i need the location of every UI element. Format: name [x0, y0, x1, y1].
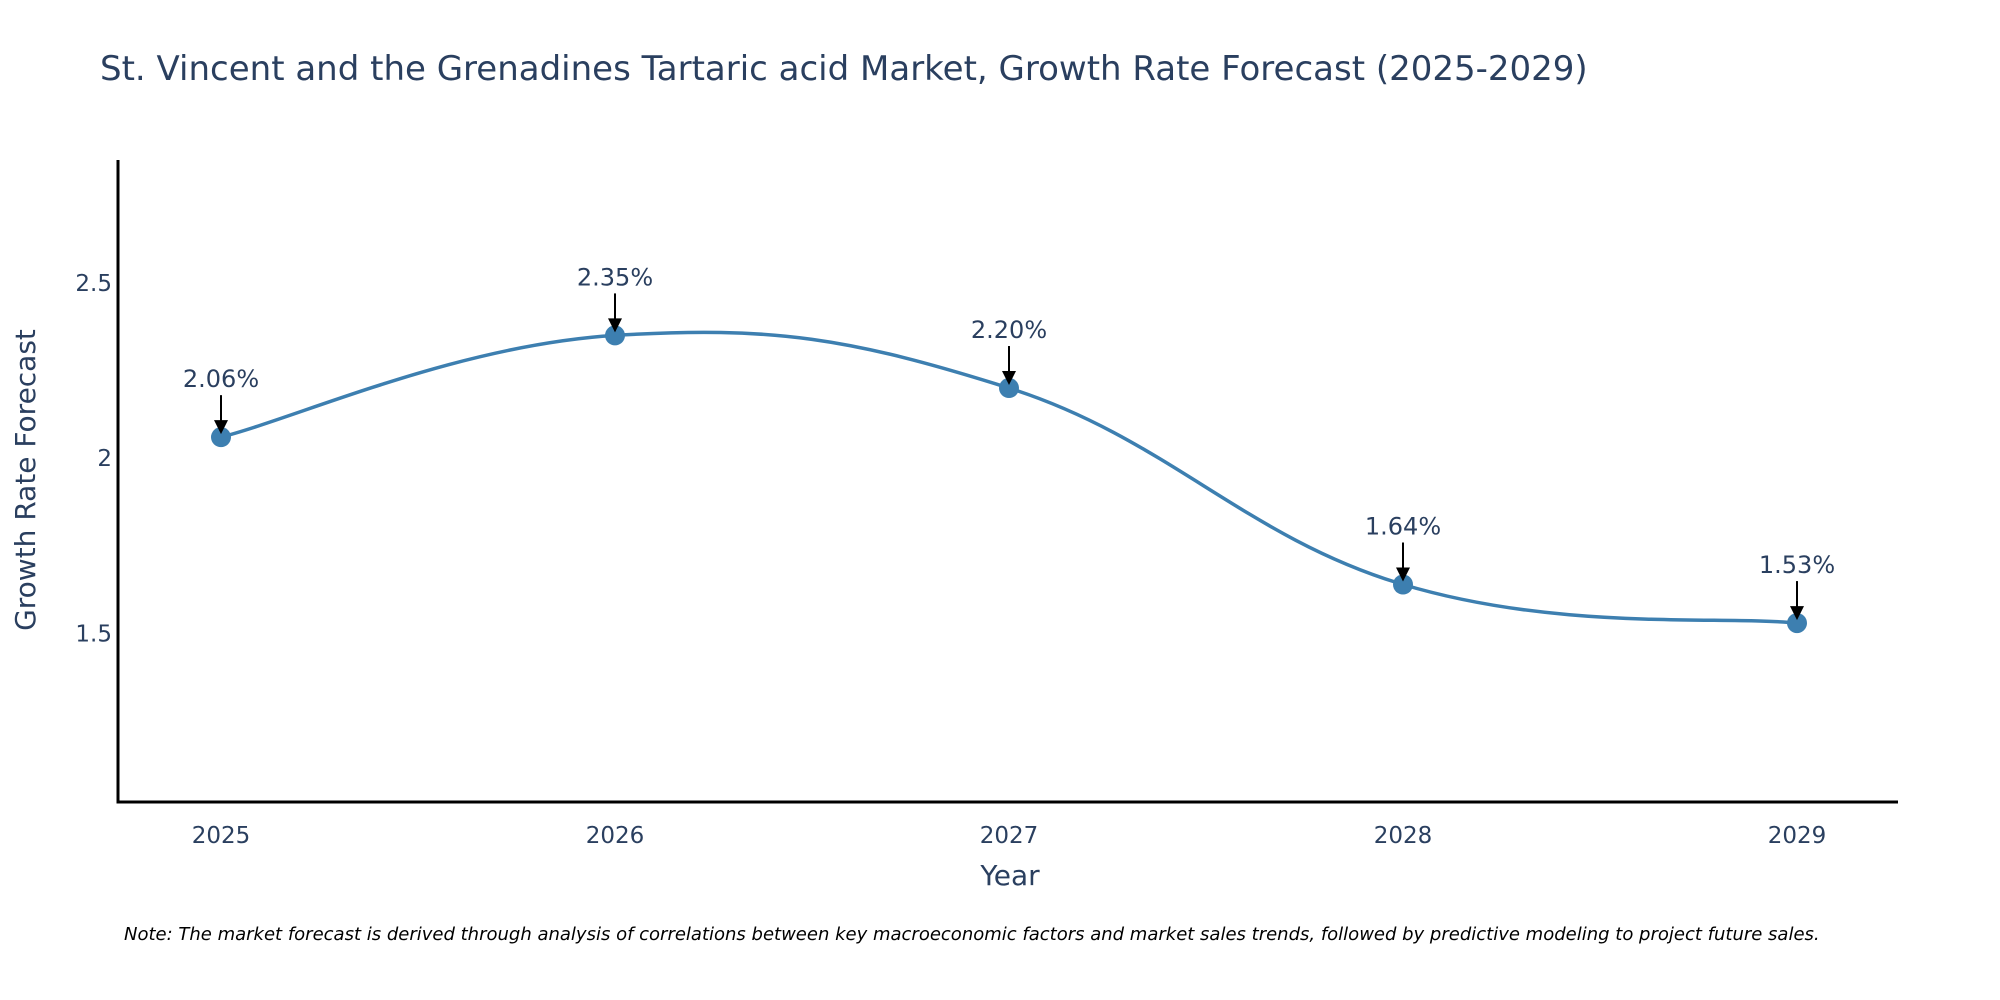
- x-tick-label: 2026: [586, 823, 645, 849]
- data-point: [1393, 574, 1413, 595]
- y-axis-ticks: 1.5 2 2.5: [75, 271, 112, 648]
- annotation-arrow-head: [1396, 567, 1410, 582]
- data-annotations: 2.06% 2.35% 2.20% 1.64% 1.53%: [183, 263, 1835, 621]
- data-annotation: 1.53%: [1759, 551, 1835, 621]
- data-annotation: 2.06%: [183, 365, 259, 435]
- data-label: 2.20%: [971, 316, 1047, 344]
- data-label: 2.06%: [183, 365, 259, 393]
- y-tick-label: 1.5: [75, 622, 112, 648]
- data-annotation: 2.35%: [577, 263, 653, 333]
- x-tick-label: 2025: [192, 823, 251, 849]
- y-tick-label: 2.5: [75, 271, 112, 297]
- x-axis-ticks: 2025 2026 2027 2028 2029: [192, 823, 1827, 849]
- data-label: 1.53%: [1759, 551, 1835, 579]
- x-tick-label: 2028: [1374, 823, 1433, 849]
- annotation-arrow-head: [1790, 606, 1804, 621]
- data-point: [605, 325, 625, 346]
- chart-title: St. Vincent and the Grenadines Tartaric …: [100, 49, 1588, 89]
- data-point: [1787, 613, 1807, 634]
- x-axis-title: Year: [979, 859, 1040, 892]
- data-markers: [211, 325, 1807, 634]
- x-tick-label: 2027: [980, 823, 1039, 849]
- data-label: 1.64%: [1365, 512, 1441, 540]
- data-point: [211, 427, 231, 448]
- footnote: Note: The market forecast is derived thr…: [124, 924, 1820, 945]
- data-point: [999, 378, 1019, 399]
- data-annotation: 1.64%: [1365, 512, 1441, 582]
- data-annotation: 2.20%: [971, 316, 1047, 386]
- y-tick-label: 2: [97, 446, 112, 472]
- x-tick-label: 2029: [1768, 823, 1827, 849]
- annotation-arrow-head: [608, 318, 622, 333]
- data-label: 2.35%: [577, 263, 653, 291]
- annotation-arrow-head: [214, 420, 228, 435]
- y-axis-title: Growth Rate Forecast: [9, 329, 42, 631]
- annotation-arrow-head: [1002, 371, 1016, 386]
